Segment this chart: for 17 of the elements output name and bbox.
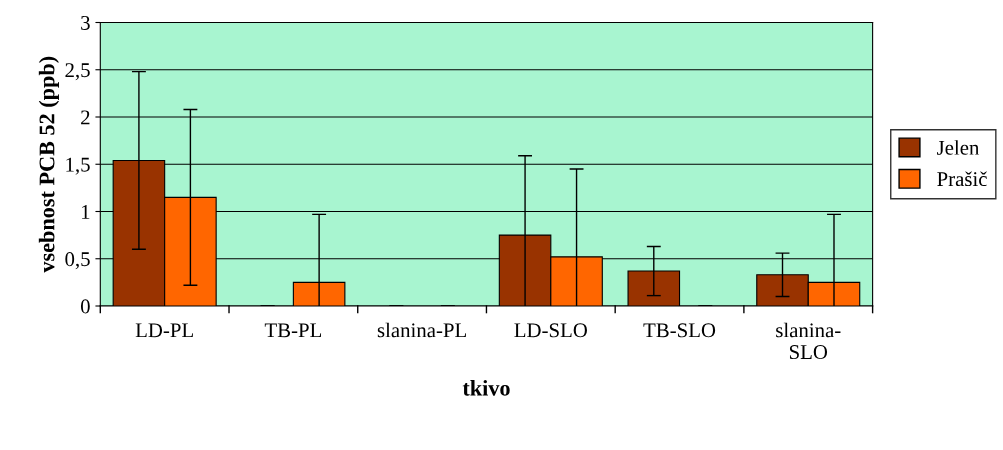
legend-label: Jelen [937,140,980,155]
x-tick-label: LD-SLO [514,323,587,338]
x-tick-label: LD-PL [135,323,193,338]
y-tick-label: 0 [80,299,90,314]
x-tick-label: slanina- SLO [776,322,841,360]
y-tick-label: 2 [81,110,90,125]
y-tick-label: 1,5 [66,157,90,175]
y-tick-label: 1 [81,204,90,219]
x-axis-title: tkivo [462,380,510,396]
y-axis-title: vsebnost PCB 52 (ppb) [38,56,59,273]
legend-label: Prašič [937,171,987,187]
y-tick-label: 2,5 [65,63,90,81]
y-tick-label: 3 [81,15,90,30]
x-tick-label: slanina-PL [377,322,466,338]
x-tick-label: TB-SLO [643,323,716,338]
x-tick-label: TB-PL [264,323,322,338]
y-tick-label: 0,5 [65,252,90,270]
